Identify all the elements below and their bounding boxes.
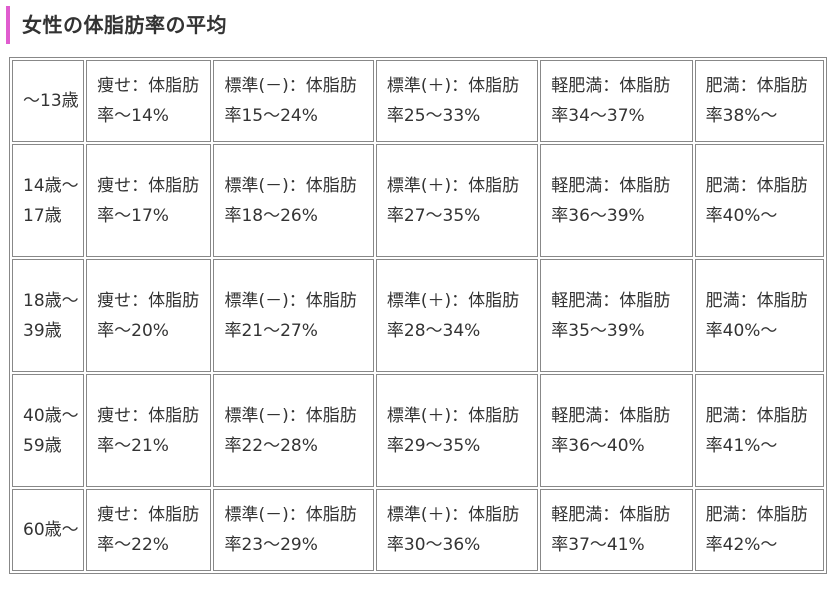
standard-minus-cell: 標準(－)：体脂肪率23～29% <box>213 489 374 571</box>
standard-minus-cell: 標準(－)：体脂肪率22～28% <box>213 374 374 487</box>
mild-obesity-cell: 軽肥満：体脂肪率36～39% <box>540 144 693 257</box>
table-row: ～13歳 痩せ：体脂肪率～14% 標準(－)：体脂肪率15～24% 標準(＋)：… <box>12 60 824 142</box>
table-row: 60歳～ 痩せ：体脂肪率～22% 標準(－)：体脂肪率23～29% 標準(＋)：… <box>12 489 824 571</box>
body-fat-table: ～13歳 痩せ：体脂肪率～14% 標準(－)：体脂肪率15～24% 標準(＋)：… <box>9 57 827 574</box>
mild-obesity-cell: 軽肥満：体脂肪率36～40% <box>540 374 693 487</box>
underweight-cell: 痩せ：体脂肪率～20% <box>86 259 212 372</box>
age-cell: ～13歳 <box>12 60 85 142</box>
table-row: 18歳～39歳 痩せ：体脂肪率～20% 標準(－)：体脂肪率21～27% 標準(… <box>12 259 824 372</box>
underweight-cell: 痩せ：体脂肪率～21% <box>86 374 212 487</box>
obesity-cell: 肥満：体脂肪率41%～ <box>694 374 824 487</box>
body-fat-table-container: ～13歳 痩せ：体脂肪率～14% 標準(－)：体脂肪率15～24% 標準(＋)：… <box>9 57 827 574</box>
age-cell: 40歳～59歳 <box>12 374 85 487</box>
obesity-cell: 肥満：体脂肪率42%～ <box>694 489 824 571</box>
age-cell: 18歳～39歳 <box>12 259 85 372</box>
section-heading: 女性の体脂肪率の平均 <box>6 6 826 44</box>
standard-minus-cell: 標準(－)：体脂肪率18～26% <box>213 144 374 257</box>
standard-plus-cell: 標準(＋)：体脂肪率30～36% <box>375 489 539 571</box>
obesity-cell: 肥満：体脂肪率38%～ <box>694 60 824 142</box>
standard-minus-cell: 標準(－)：体脂肪率21～27% <box>213 259 374 372</box>
mild-obesity-cell: 軽肥満：体脂肪率35～39% <box>540 259 693 372</box>
underweight-cell: 痩せ：体脂肪率～22% <box>86 489 212 571</box>
standard-plus-cell: 標準(＋)：体脂肪率28～34% <box>375 259 539 372</box>
underweight-cell: 痩せ：体脂肪率～14% <box>86 60 212 142</box>
table-row: 40歳～59歳 痩せ：体脂肪率～21% 標準(－)：体脂肪率22～28% 標準(… <box>12 374 824 487</box>
age-cell: 14歳～17歳 <box>12 144 85 257</box>
standard-plus-cell: 標準(＋)：体脂肪率25～33% <box>375 60 539 142</box>
standard-plus-cell: 標準(＋)：体脂肪率27～35% <box>375 144 539 257</box>
obesity-cell: 肥満：体脂肪率40%～ <box>694 144 824 257</box>
age-cell: 60歳～ <box>12 489 85 571</box>
obesity-cell: 肥満：体脂肪率40%～ <box>694 259 824 372</box>
mild-obesity-cell: 軽肥満：体脂肪率34～37% <box>540 60 693 142</box>
underweight-cell: 痩せ：体脂肪率～17% <box>86 144 212 257</box>
standard-plus-cell: 標準(＋)：体脂肪率29～35% <box>375 374 539 487</box>
table-row: 14歳～17歳 痩せ：体脂肪率～17% 標準(－)：体脂肪率18～26% 標準(… <box>12 144 824 257</box>
standard-minus-cell: 標準(－)：体脂肪率15～24% <box>213 60 374 142</box>
mild-obesity-cell: 軽肥満：体脂肪率37～41% <box>540 489 693 571</box>
